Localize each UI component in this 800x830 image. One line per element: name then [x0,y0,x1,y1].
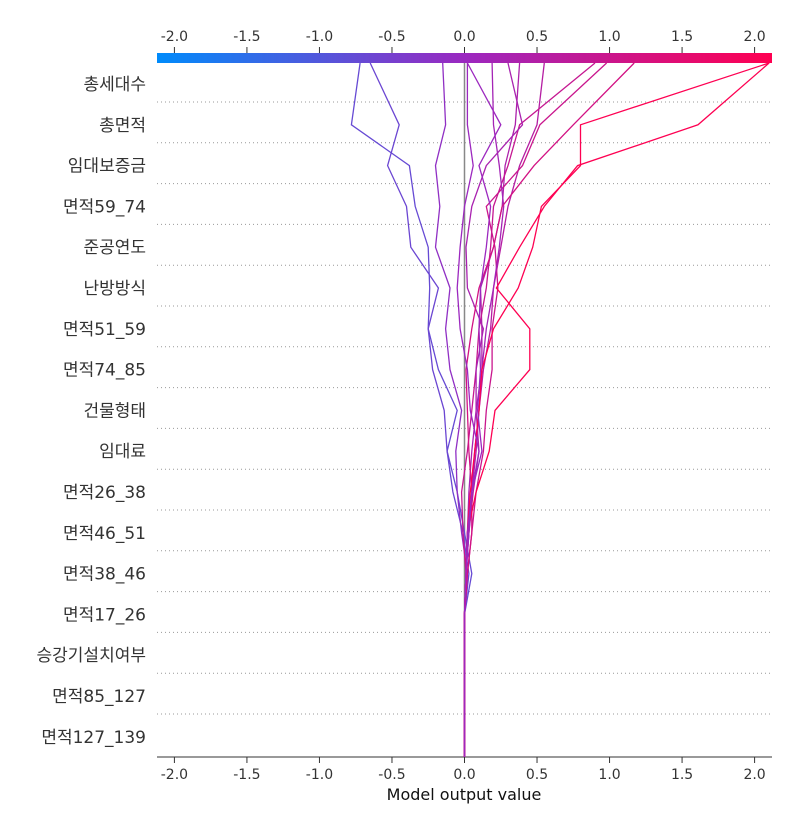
feature-label: 면적74_85 [63,361,146,381]
decision-line-11 [463,62,770,757]
feature-label: 면적26_38 [63,483,146,503]
feature-label: 면적127_139 [41,728,146,748]
decision-line-12 [463,62,770,757]
top-tick-label: -1.0 [306,29,333,45]
feature-label: 면적59_74 [63,197,146,217]
feature-label: 임대보증금 [68,157,146,177]
top-tick-label: -0.5 [378,29,405,45]
decision-line-1 [350,62,473,757]
feature-label: 면적85_127 [52,687,146,707]
top-tick-label: 0.0 [453,29,475,45]
bottom-tick-label: 0.0 [453,767,475,783]
feature-label: 면적17_26 [63,605,146,625]
feature-label: 건물형태 [83,401,146,421]
bottom-tick-label: -0.5 [378,767,405,783]
top-tick-label: -2.0 [161,29,188,45]
bottom-tick-label: 1.0 [598,767,620,783]
x-axis-title: Model output value [387,785,542,804]
feature-label: 총세대수 [83,75,146,95]
decision-line-6 [460,62,596,757]
bottom-tick-label: -1.5 [233,767,260,783]
top-tick-label: 0.5 [526,29,548,45]
decision-line-2 [369,62,470,757]
top-tick-label: 1.5 [671,29,693,45]
decision-line-3 [434,62,469,757]
feature-label: 면적38_46 [63,565,146,585]
decision-line-14 [456,63,480,757]
gridlines [157,101,772,715]
bottom-axis: -2.0 -1.5 -1.0 -0.5 0.0 0.5 1.0 1.5 2.0 [161,757,766,783]
feature-label: 면적46_51 [63,524,146,544]
feature-label: 난방방식 [83,279,146,299]
bottom-tick-label: 0.5 [526,767,548,783]
top-tick-label: 2.0 [743,29,765,45]
feature-label: 총면적 [99,116,146,136]
bottom-tick-label: -2.0 [161,767,188,783]
feature-label: 준공연도 [83,238,146,258]
feature-label: 면적51_59 [63,320,146,340]
top-axis: -2.0 -1.5 -1.0 -0.5 0.0 0.5 1.0 1.5 2.0 [161,29,766,53]
bottom-tick-label: -1.0 [306,767,333,783]
feature-label: 승강기설치여부 [37,646,146,666]
decision-lines [350,62,770,757]
decision-line-10 [463,62,635,757]
feature-label: 임대료 [99,442,146,462]
top-tick-label: 1.0 [598,29,620,45]
colorbar [157,53,772,63]
top-tick-label: -1.5 [233,29,260,45]
bottom-tick-label: 1.5 [671,767,693,783]
bottom-tick-label: 2.0 [743,767,765,783]
